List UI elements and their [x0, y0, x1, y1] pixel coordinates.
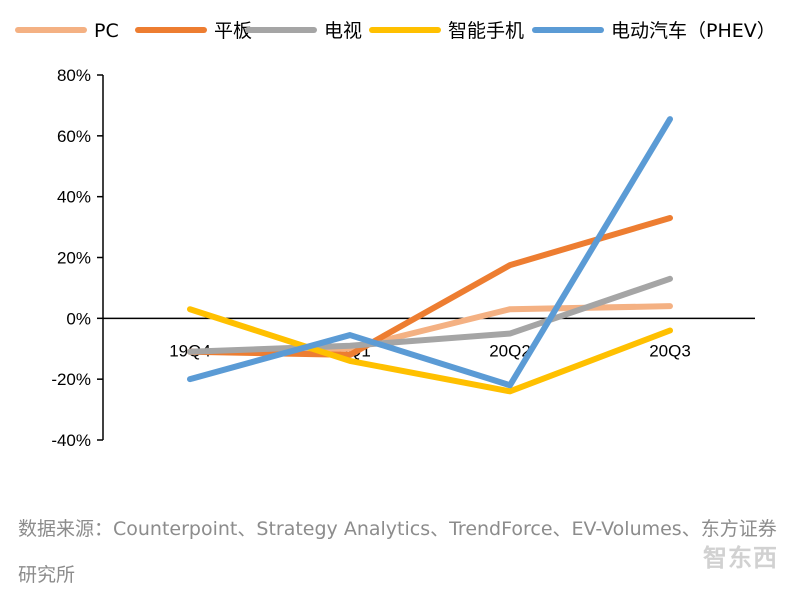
legend-label: 平板 — [214, 20, 252, 42]
y-tick-label: 0% — [66, 309, 91, 328]
series-line — [187, 214, 673, 358]
series-line — [187, 306, 673, 395]
y-tick-label: -40% — [51, 431, 91, 450]
line-chart: -40%-20%0%20%40%60%80%19Q4 20Q1 20Q2 20Q3PC… — [15, 20, 776, 450]
y-tick-label: 80% — [57, 66, 91, 85]
legend-label: PC — [94, 20, 119, 42]
legend-label: 智能手机 — [448, 20, 524, 42]
series-line — [187, 116, 673, 389]
y-tick-label: 60% — [57, 127, 91, 146]
x-category-label: 20Q3 — [649, 341, 691, 360]
legend-label: 电视 — [324, 20, 362, 42]
series-line — [187, 275, 673, 355]
chart-container: -40% -20% 0% 20% 40% 60% 80% 19Q4 20Q1 20Q2 20Q3 PC… — [15, 20, 776, 450]
legend-label: 电动汽车（PHEV） — [611, 20, 776, 42]
y-tick-label: 40% — [57, 188, 91, 207]
source-note: 数据来源：Counterpoint、Strategy Analytics、Tre… — [18, 518, 777, 586]
watermark-logo: 智东西 — [703, 544, 778, 572]
y-tick-label: -20% — [51, 370, 91, 389]
x-category-label: 20Q2 — [489, 341, 531, 360]
y-tick-label: 20% — [57, 249, 91, 268]
